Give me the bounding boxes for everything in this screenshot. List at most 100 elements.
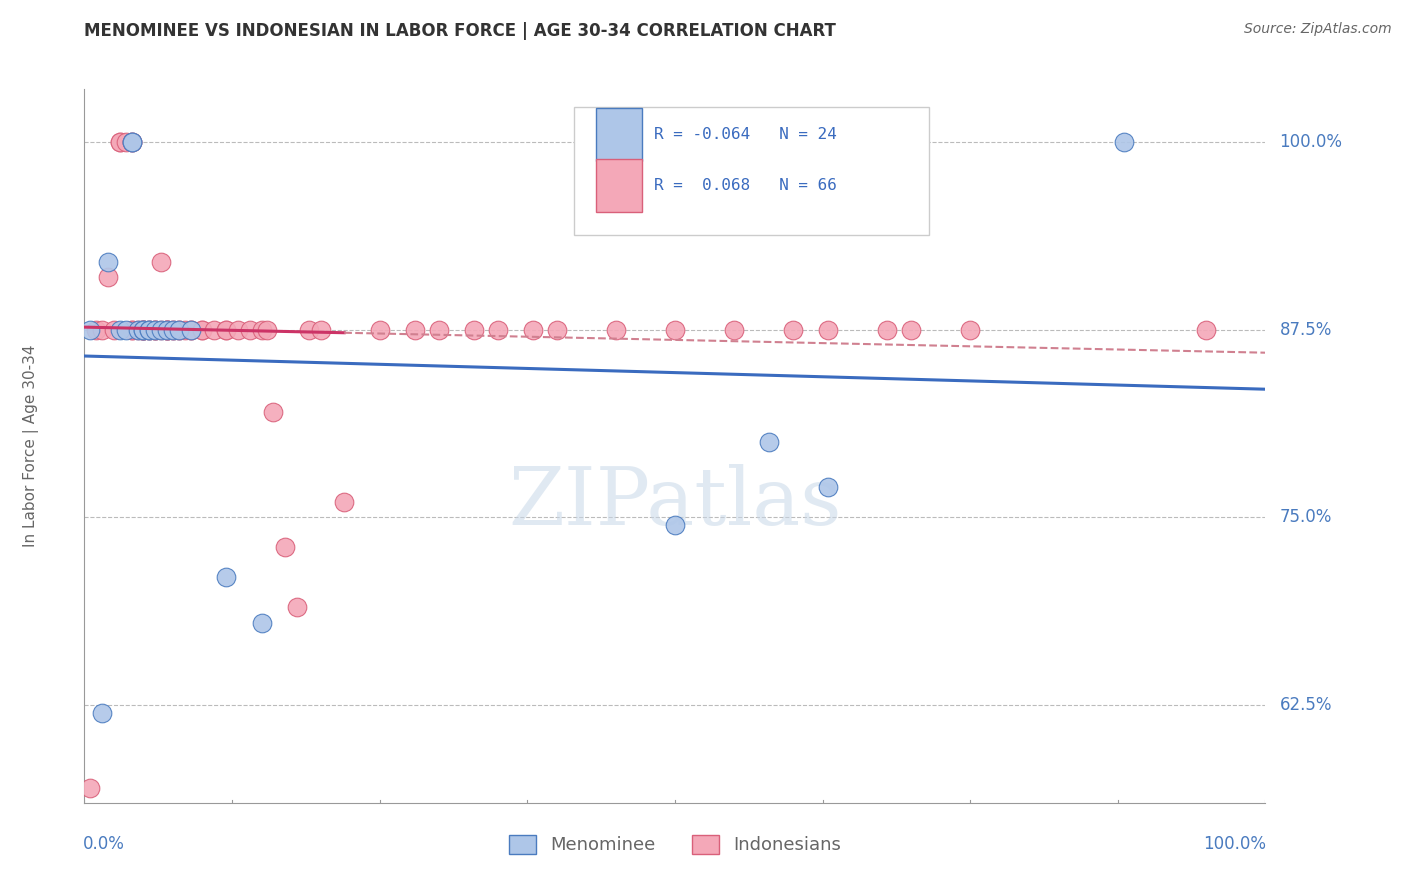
Point [404,322,426,336]
Text: R = -0.064   N = 24: R = -0.064 N = 24 [654,127,837,142]
Point [758,435,780,450]
Point [143,322,166,336]
Point [1112,135,1135,149]
Point [79,322,101,336]
Point [156,322,179,336]
Point [215,322,238,336]
Point [138,322,160,336]
Point [285,600,308,615]
Point [664,322,686,336]
Point [522,322,544,336]
Point [723,322,745,336]
Point [202,322,225,336]
Point [108,135,131,149]
Point [138,322,160,336]
Text: In Labor Force | Age 30-34: In Labor Force | Age 30-34 [24,344,39,548]
Point [191,322,214,336]
Point [162,322,184,336]
Point [121,135,143,149]
Point [143,322,166,336]
Point [167,322,190,336]
Point [108,135,131,149]
Point [309,322,332,336]
Point [156,322,179,336]
Point [256,322,278,336]
Text: 62.5%: 62.5% [1279,696,1331,714]
Point [262,405,284,419]
Point [817,322,839,336]
Text: 75.0%: 75.0% [1279,508,1331,526]
Point [127,322,149,336]
Point [167,322,190,336]
Point [1195,322,1218,336]
Text: R =  0.068   N = 66: R = 0.068 N = 66 [654,178,837,193]
Point [226,322,249,336]
Point [274,541,297,555]
Point [121,322,143,336]
Point [427,322,450,336]
Point [132,322,155,336]
Point [215,570,238,584]
FancyBboxPatch shape [575,107,929,235]
Point [162,322,184,336]
Point [91,706,114,720]
Point [191,322,214,336]
Text: Source: ZipAtlas.com: Source: ZipAtlas.com [1244,22,1392,37]
Point [132,322,155,336]
Legend: Menominee, Indonesians: Menominee, Indonesians [502,828,848,862]
Point [486,322,509,336]
Text: 100.0%: 100.0% [1204,835,1267,853]
Point [132,322,155,336]
Point [156,322,179,336]
Point [150,255,173,269]
Point [138,322,160,336]
Point [605,322,627,336]
Text: ZIPatlas: ZIPatlas [508,464,842,542]
Text: 100.0%: 100.0% [1279,133,1343,151]
Point [239,322,262,336]
FancyBboxPatch shape [596,108,641,161]
Point [121,135,143,149]
Point [143,322,166,336]
Point [97,270,120,285]
Point [91,322,114,336]
Point [150,322,173,336]
Point [150,322,173,336]
Point [180,322,202,336]
Point [114,135,136,149]
Point [121,135,143,149]
Point [368,322,391,336]
Point [180,322,202,336]
Point [121,135,143,149]
Point [132,322,155,336]
Point [900,322,922,336]
Text: MENOMINEE VS INDONESIAN IN LABOR FORCE | AGE 30-34 CORRELATION CHART: MENOMINEE VS INDONESIAN IN LABOR FORCE |… [84,22,837,40]
Point [114,322,136,336]
Point [138,322,160,336]
Point [876,322,898,336]
Point [817,480,839,494]
Point [546,322,568,336]
Point [84,322,107,336]
Point [156,322,179,336]
FancyBboxPatch shape [596,159,641,211]
Point [162,322,184,336]
Point [79,780,101,795]
Point [97,255,120,269]
Point [143,322,166,336]
Point [156,322,179,336]
Point [463,322,485,336]
Point [215,322,238,336]
Text: 87.5%: 87.5% [1279,320,1331,339]
Point [132,322,155,336]
Point [103,322,125,336]
Point [333,495,356,509]
Point [121,322,143,336]
Point [250,615,273,630]
Point [959,322,981,336]
Text: 0.0%: 0.0% [83,835,125,853]
Point [298,322,321,336]
Point [250,322,273,336]
Point [108,322,131,336]
Point [173,322,195,336]
